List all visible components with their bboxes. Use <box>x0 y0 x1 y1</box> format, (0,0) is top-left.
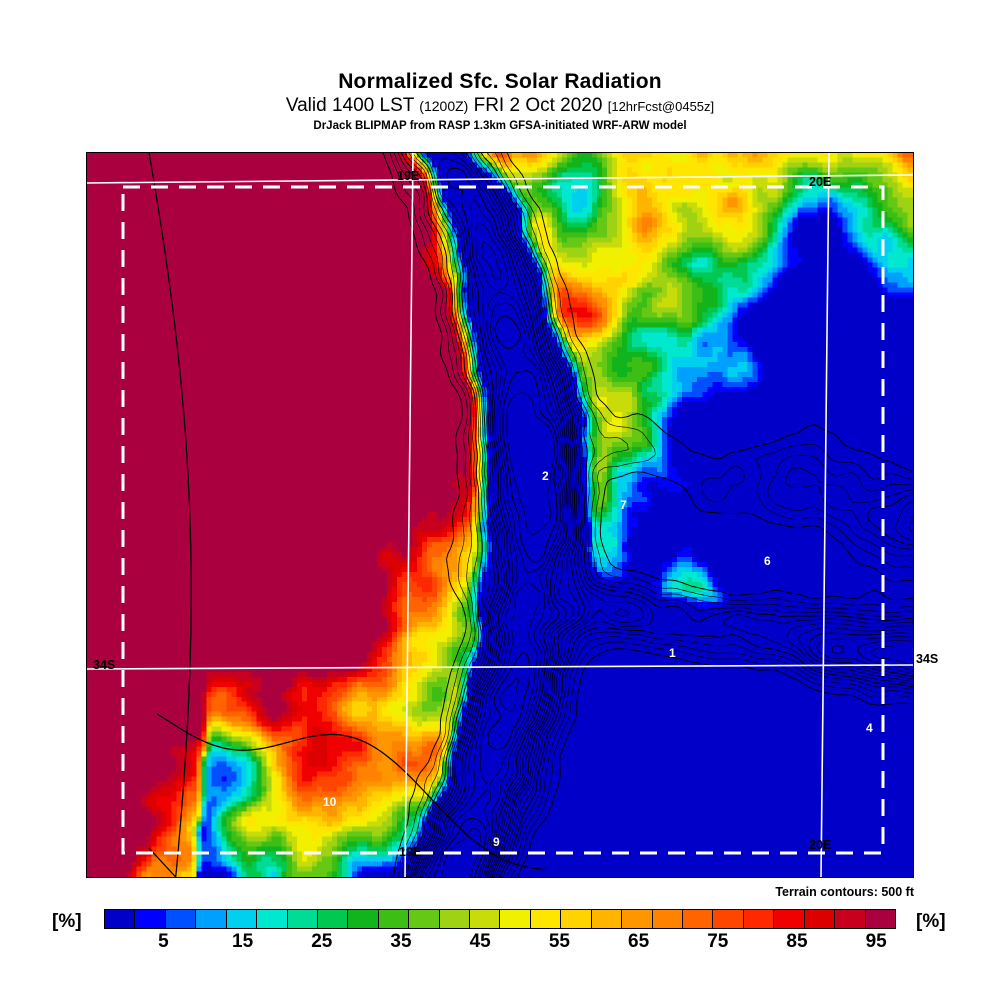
grid-label-19e: 19E <box>397 169 420 183</box>
colorbar-swatch-18 <box>652 910 684 928</box>
station-label-10: 10 <box>323 795 337 809</box>
colorbar-tick-65: 65 <box>628 931 650 952</box>
colorbar-tick-55: 55 <box>548 931 570 952</box>
valid-time-text: Valid 1400 LST <box>285 95 420 116</box>
terrain-contour-level <box>397 153 913 877</box>
colorbar-swatch-11 <box>439 910 471 928</box>
terrain-contour-level <box>416 153 913 877</box>
colorbar-swatch-17 <box>622 910 653 928</box>
title-block: Normalized Sfc. Solar Radiation Valid 14… <box>0 70 1000 134</box>
colorbar-tick-95: 95 <box>865 931 887 952</box>
coastline-south <box>156 713 546 870</box>
colorbar-swatch-1 <box>135 910 166 928</box>
colorbar-swatch-22 <box>774 910 805 928</box>
terrain-contour-level <box>404 153 913 877</box>
station-label-2: 2 <box>542 469 549 483</box>
grid-label-19e: 19E <box>399 845 422 859</box>
latlon-gridlines <box>87 153 913 877</box>
coastline-west <box>148 153 192 877</box>
colorbar-tick-25: 25 <box>311 931 333 952</box>
colorbar-swatch-9 <box>378 910 410 928</box>
colorbar-swatch-0 <box>105 910 136 928</box>
colorbar-swatch-12 <box>470 910 501 928</box>
colorbar-tick-labels: 5 15 25 35 45 55 65 75 85 95 <box>104 931 896 955</box>
colorbar-swatch-16 <box>591 910 623 928</box>
station-label-7: 7 <box>620 498 627 512</box>
terrain-contour-caption: Terrain contours: 500 ft <box>775 885 914 899</box>
colorbar-swatch-21 <box>743 910 775 928</box>
forecast-stamp: [12hrFcst@0455z] <box>607 99 715 114</box>
colorbar-unit-right: [%] <box>916 911 946 932</box>
grid-label-20e: 20E <box>809 838 832 852</box>
terrain-contour-level <box>408 153 913 877</box>
terrain-contour-level <box>401 153 913 877</box>
gridline-lon-19e <box>404 153 414 877</box>
colorbar-swatch-14 <box>530 910 562 928</box>
terrain-contour-level <box>413 153 913 877</box>
terrain-contour-level <box>419 167 568 877</box>
colorbar-swatch-19 <box>683 910 714 928</box>
gridline-lon-20e <box>820 153 830 877</box>
station-label-9: 9 <box>493 835 500 849</box>
valid-date-text: FRI 2 Oct 2020 <box>468 95 608 116</box>
colorbar-swatch-5 <box>257 910 288 928</box>
validity-line: Valid 1400 LST (1200Z) FRI 2 Oct 2020 [1… <box>0 94 1000 118</box>
grid-label-34s-right: 34S <box>916 652 939 666</box>
colorbar-tick-75: 75 <box>707 931 729 952</box>
colorbar-tick-35: 35 <box>390 931 412 952</box>
map-panel[interactable]: 19E20E34S19E20E102768419 <box>86 152 914 878</box>
colorbar-legend: [%] [%] 5 15 25 35 45 55 65 75 85 95 <box>0 905 1000 955</box>
terrain-contour-level <box>424 223 564 877</box>
terrain-contour-level <box>414 153 913 877</box>
colorbar-swatch-15 <box>561 910 592 928</box>
terrain-contour-level <box>393 153 913 877</box>
colorbar-swatch-2 <box>165 910 197 928</box>
colorbar-tick-45: 45 <box>469 931 491 952</box>
colorbar-swatch-24 <box>835 910 866 928</box>
grid-label-20e: 20E <box>809 175 832 189</box>
terrain-contour-level <box>382 153 913 877</box>
colorbar-swatch-10 <box>409 910 440 928</box>
colorbar-swatch-25 <box>865 910 895 928</box>
colorbar-swatch-13 <box>500 910 531 928</box>
terrain-contour-level <box>418 158 913 877</box>
colorbar-tick-15: 15 <box>232 931 254 952</box>
forecast-domain-box <box>121 185 885 855</box>
colorbar-swatch-3 <box>196 910 227 928</box>
gridline-lat-top <box>87 174 913 184</box>
solar-radiation-heatmap <box>87 153 913 877</box>
colorbar-swatch-4 <box>226 910 258 928</box>
radiation-field <box>87 153 913 877</box>
grid-label-34s: 34S <box>93 658 116 672</box>
valid-time-utc: (1200Z) <box>419 98 469 114</box>
terrain-contour-level <box>427 240 562 877</box>
station-label-1: 1 <box>669 646 676 660</box>
colorbar-swatch-8 <box>348 910 379 928</box>
colorbar-tick-85: 85 <box>786 931 808 952</box>
terrain-contour-level <box>411 153 913 877</box>
colorbar-unit-left: [%] <box>52 911 82 932</box>
gridline-lat-34s <box>87 664 913 670</box>
colorbar-tick-5: 5 <box>158 931 169 952</box>
colorbar-swatch-20 <box>713 910 744 928</box>
colorbar-swatch-23 <box>804 910 836 928</box>
terrain-contour-level <box>433 314 558 877</box>
model-source-line: DrJack BLIPMAP from RASP 1.3km GFSA-init… <box>313 120 687 132</box>
colorbar-swatches <box>104 909 896 929</box>
station-label-4: 4 <box>866 721 873 735</box>
colorbar-swatch-7 <box>317 910 349 928</box>
colorbar-swatch-6 <box>287 910 318 928</box>
station-label-6: 6 <box>764 554 771 568</box>
page-title: Normalized Sfc. Solar Radiation <box>338 70 662 93</box>
